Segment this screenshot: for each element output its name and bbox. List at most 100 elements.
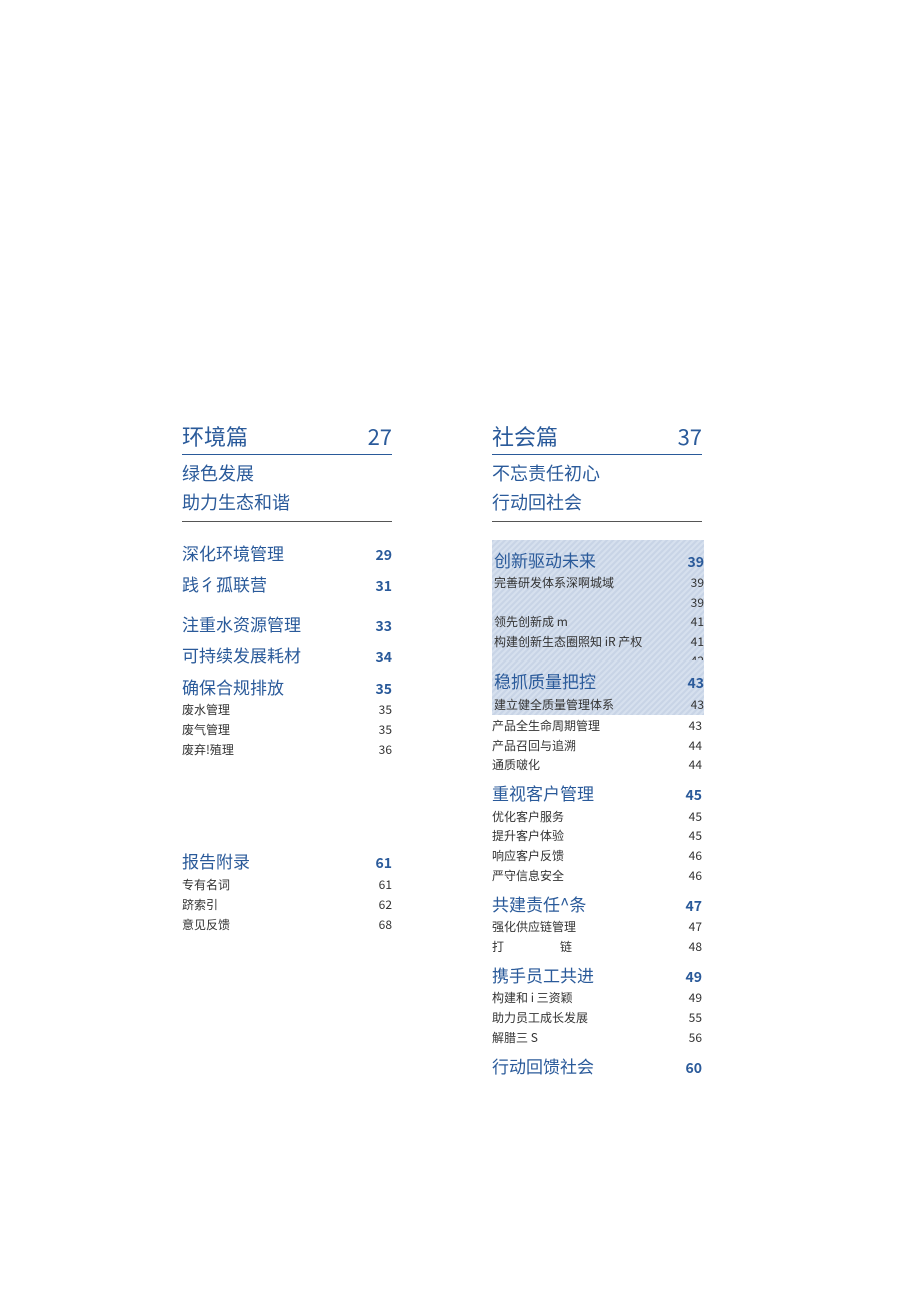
section-row: 创新驱动未来 39 bbox=[494, 547, 704, 573]
section-title: 稳抓质量把控 bbox=[494, 668, 596, 694]
item-page: 41 bbox=[691, 633, 704, 650]
section-row: 可持续发展耗材 34 bbox=[182, 642, 392, 668]
item-label: 领先创新成 m bbox=[494, 614, 568, 631]
item-page: 55 bbox=[689, 1009, 702, 1026]
section-row: 重视客户管理 45 bbox=[492, 780, 702, 806]
item-label: 通质啵化 bbox=[492, 757, 540, 774]
item-page: 61 bbox=[379, 876, 392, 893]
item-row: 完善研发体系深啊城域 39 bbox=[494, 574, 704, 592]
section-title: 践彳孤联营 bbox=[182, 571, 267, 597]
item-page: 44 bbox=[689, 737, 702, 754]
item-label: 构建创新生态圈照知 iR 产权 bbox=[494, 634, 642, 651]
section-title: 共建责任^条 bbox=[492, 891, 586, 917]
item-label: 意见反馈 bbox=[182, 917, 230, 934]
chapter-title: 环境篇 bbox=[182, 420, 248, 452]
section-title: 创新驱动未来 bbox=[494, 547, 596, 573]
item-row: 39 bbox=[494, 594, 704, 611]
subtitle-block: 不忘责任初心 行动回社会 bbox=[492, 459, 702, 522]
item-label: 专有名词 bbox=[182, 877, 230, 894]
section-row: 行动回馈社会 60 bbox=[492, 1053, 702, 1079]
subtitle-line: 行动回社会 bbox=[492, 488, 702, 517]
section-page: 35 bbox=[375, 679, 392, 699]
section-row: 注重水资源管理 33 bbox=[182, 611, 392, 637]
item-row: 建立健全质量管理体系 43 bbox=[494, 696, 704, 714]
section-page: 43 bbox=[687, 673, 704, 693]
item-row: 强化供应链管理 47 bbox=[492, 918, 702, 936]
item-label: 跻索引 bbox=[182, 897, 218, 914]
item-page: 62 bbox=[379, 896, 392, 913]
appendix-head: 报告附录 61 bbox=[182, 848, 392, 874]
item-page: 46 bbox=[689, 847, 702, 864]
subtitle-line: 不忘责任初心 bbox=[492, 459, 702, 488]
item-page: 43 bbox=[691, 696, 704, 713]
item-row: 废水管理 35 bbox=[182, 701, 392, 719]
item-page: 39 bbox=[691, 594, 704, 611]
left-column: 环境篇 27 绿色发展 助力生态和谐 深化环境管理 29 践彳孤联营 31 注重… bbox=[182, 420, 392, 1078]
item-row: 助力员工成长发展 55 bbox=[492, 1009, 702, 1027]
item-page: 44 bbox=[689, 756, 702, 773]
chapter-page: 37 bbox=[678, 420, 702, 452]
item-row: 领先创新成 m 41 bbox=[494, 613, 704, 631]
appendix-block: 报告附录 61 专有名词 61 跻索引 62 意见反馈 68 bbox=[182, 848, 392, 933]
item-label: 解腊三 S bbox=[492, 1030, 538, 1047]
item-row: 优化客户服务 45 bbox=[492, 808, 702, 826]
item-page: 35 bbox=[379, 721, 392, 738]
section-title: 重视客户管理 bbox=[492, 780, 594, 806]
item-row: 产品全生命周期管理 43 bbox=[492, 717, 702, 735]
section-row: 稳抓质量把控 43 bbox=[494, 668, 704, 694]
item-row: 严守信息安全 46 bbox=[492, 867, 702, 885]
item-row: 提升客户体验 45 bbox=[492, 827, 702, 845]
highlight-block: 创新驱动未来 39 完善研发体系深啊城域 39 39 领先创新成 m 41 构建… bbox=[492, 540, 704, 662]
section-title: 深化环境管理 bbox=[182, 540, 284, 566]
item-row: 跻索引 62 bbox=[182, 896, 392, 914]
item-page: 45 bbox=[689, 808, 702, 825]
item-page: 45 bbox=[689, 827, 702, 844]
item-label: 废弃!殖理 bbox=[182, 742, 234, 759]
item-row: 专有名词 61 bbox=[182, 876, 392, 894]
section-page: 29 bbox=[375, 545, 392, 565]
item-label: 建立健全质量管理体系 bbox=[494, 697, 614, 714]
section-page: 31 bbox=[375, 576, 392, 596]
section-row: 深化环境管理 29 bbox=[182, 540, 392, 566]
item-label: 完善研发体系深啊城域 bbox=[494, 575, 614, 592]
item-row: 打链 48 bbox=[492, 938, 702, 956]
item-page: 56 bbox=[689, 1029, 702, 1046]
item-row: 解腊三 S 56 bbox=[492, 1029, 702, 1047]
item-row: 构建和 i 三资颖 49 bbox=[492, 989, 702, 1007]
section-page: 33 bbox=[375, 616, 392, 636]
subtitle-block: 绿色发展 助力生态和谐 bbox=[182, 459, 392, 522]
chapter-head-social: 社会篇 37 bbox=[492, 420, 702, 455]
item-label: 提升客户体验 bbox=[492, 828, 564, 845]
item-label: 严守信息安全 bbox=[492, 868, 564, 885]
item-label: 打链 bbox=[492, 939, 572, 956]
section-page: 60 bbox=[685, 1058, 702, 1078]
section-row: 共建责任^条 47 bbox=[492, 891, 702, 917]
item-page: 48 bbox=[689, 938, 702, 955]
item-row: 废弃!殖理 36 bbox=[182, 741, 392, 759]
section-page: 47 bbox=[685, 896, 702, 916]
item-label: 废水管理 bbox=[182, 702, 230, 719]
section-title: 确保合规排放 bbox=[182, 674, 284, 700]
item-page: 39 bbox=[691, 574, 704, 591]
item-page: 41 bbox=[691, 613, 704, 630]
section-page: 39 bbox=[687, 552, 704, 572]
toc-page: 环境篇 27 绿色发展 助力生态和谐 深化环境管理 29 践彳孤联营 31 注重… bbox=[182, 420, 702, 1078]
item-label: 构建和 i 三资颖 bbox=[492, 990, 573, 1007]
right-column: 社会篇 37 不忘责任初心 行动回社会 创新驱动未来 39 完善研发体系深啊城域… bbox=[492, 420, 702, 1078]
item-label: 强化供应链管理 bbox=[492, 919, 576, 936]
item-row: 响应客户反馈 46 bbox=[492, 847, 702, 865]
item-page: 35 bbox=[379, 701, 392, 718]
appendix-page: 61 bbox=[375, 853, 392, 873]
section-title: 注重水资源管理 bbox=[182, 611, 301, 637]
item-label: 响应客户反馈 bbox=[492, 848, 564, 865]
item-row: 通质啵化 44 bbox=[492, 756, 702, 774]
item-label: 产品召回与追溯 bbox=[492, 738, 576, 755]
section-page: 49 bbox=[685, 967, 702, 987]
item-label: 废气管理 bbox=[182, 722, 230, 739]
chapter-title: 社会篇 bbox=[492, 420, 558, 452]
subtitle-line: 绿色发展 bbox=[182, 459, 392, 488]
section-title: 携手员工共进 bbox=[492, 962, 594, 988]
section-row: 携手员工共进 49 bbox=[492, 962, 702, 988]
item-label: 助力员工成长发展 bbox=[492, 1010, 588, 1027]
item-row: 构建创新生态圈照知 iR 产权 41 bbox=[494, 633, 704, 651]
